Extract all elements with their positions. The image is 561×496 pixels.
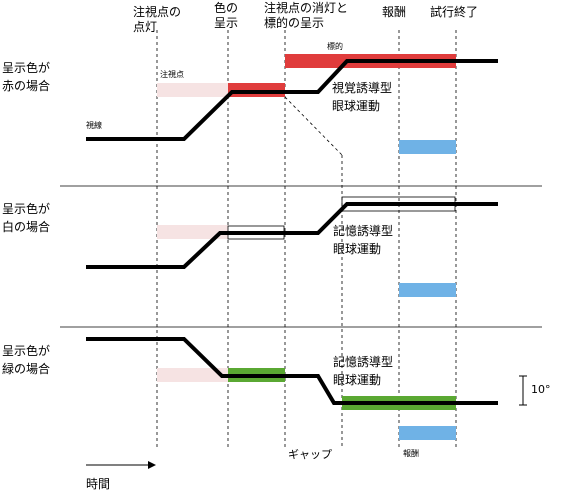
panel-green: 呈示色が 緑の場合 記憶誘導型 眼球運動 10° ギャップ 報酬 — [2, 337, 551, 461]
header-reward: 報酬 — [382, 5, 406, 19]
condition-white-line1: 呈示色が — [2, 201, 50, 216]
target-label: 標的 — [327, 41, 343, 51]
fixation-point-bar-white — [157, 225, 228, 239]
time-arrow — [86, 461, 156, 469]
condition-green-line2: 緑の場合 — [2, 361, 50, 376]
condition-red-line1: 呈示色が — [2, 60, 50, 75]
header-color-line2: 呈示 — [214, 16, 238, 30]
saccade-label-green-line1: 記憶誘導型 — [333, 354, 393, 369]
scale-label: 10° — [531, 383, 551, 396]
condition-white-line2: 白の場合 — [2, 219, 50, 234]
header-target-line2: 標的の呈示 — [264, 15, 324, 30]
header-fixation-on-line1: 注視点の — [133, 4, 181, 19]
reward-bar-white — [399, 283, 456, 297]
condition-red-line2: 赤の場合 — [2, 78, 50, 93]
saccade-label-white-line1: 記憶誘導型 — [333, 223, 393, 238]
gap-indicator-line — [284, 96, 343, 156]
saccade-label-green-line2: 眼球運動 — [333, 373, 381, 387]
condition-green-line1: 呈示色が — [2, 343, 50, 358]
header-target-line1: 注視点の消灯と — [264, 0, 348, 15]
scale-bar — [519, 375, 527, 406]
fixation-point-bar-green — [157, 368, 228, 382]
gaze-trace-red — [86, 59, 498, 141]
saccade-label-red-line2: 眼球運動 — [332, 99, 380, 113]
time-label: 時間 — [86, 477, 110, 491]
gaze-label: 視線 — [86, 120, 102, 130]
reward-bar-green — [399, 426, 456, 440]
header-fixation-on-line2: 点灯 — [133, 20, 157, 34]
panel-white: 呈示色が 白の場合 記憶誘導型 眼球運動 — [2, 196, 498, 297]
gaze-trace-green — [86, 337, 498, 405]
panel-red: 呈示色が 赤の場合 注視点 標的 視線 視覚誘導型 眼球運動 — [2, 41, 498, 156]
header-color-line1: 色の — [214, 1, 238, 15]
saccade-label-red-line1: 視覚誘導型 — [332, 80, 392, 95]
fixation-point-bar — [157, 83, 228, 97]
gap-label: ギャップ — [288, 448, 332, 461]
reward-label-bottom: 報酬 — [403, 449, 419, 458]
gaze-trace-white — [86, 202, 498, 269]
fixation-point-label: 注視点 — [160, 69, 184, 79]
saccade-label-white-line2: 眼球運動 — [333, 242, 381, 256]
header-trial-end: 試行終了 — [430, 4, 478, 19]
reward-bar-red — [399, 140, 456, 154]
